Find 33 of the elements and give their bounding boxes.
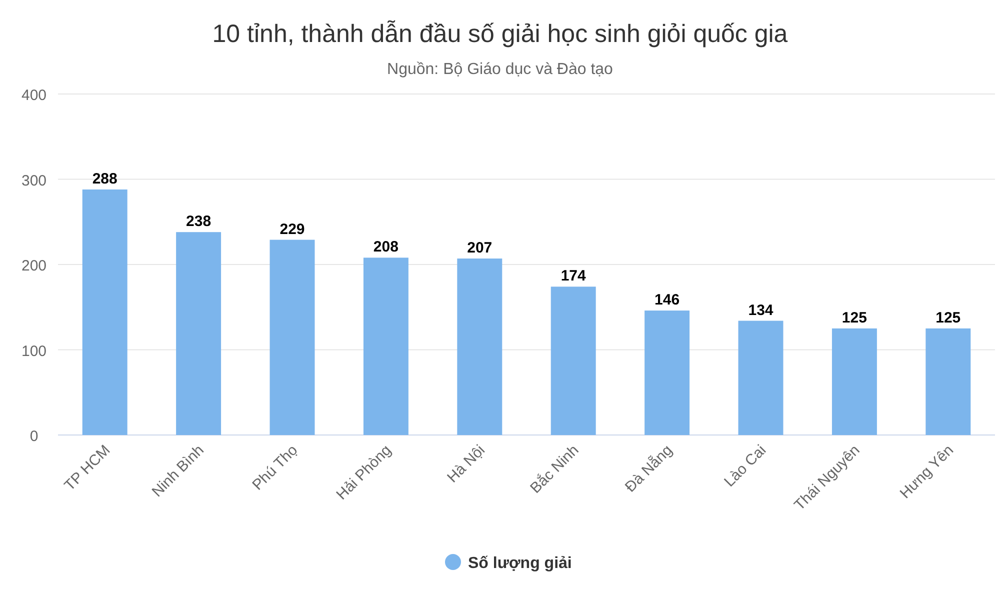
chart-subtitle: Nguồn: Bộ Giáo dục và Đào tạo (387, 61, 614, 78)
data-label: 238 (186, 213, 212, 230)
y-tick-label: 400 (21, 87, 47, 104)
y-tick-label: 200 (21, 258, 47, 274)
chart-title: 10 tỉnh, thành dẫn đầu số giải học sinh giỏi quốc gia (212, 20, 788, 48)
x-tick-label: Phú Thọ (249, 442, 302, 494)
data-label: 174 (560, 268, 587, 285)
legend-label: Số lượng giải (468, 555, 572, 572)
bar (82, 189, 128, 435)
x-tick-label: Ninh Bình (148, 442, 208, 500)
bar (926, 328, 971, 435)
x-tick-label: Hà Nội (444, 442, 488, 486)
x-tick-label: Bắc Ninh (526, 441, 582, 497)
bar (644, 310, 690, 435)
data-label: 229 (280, 220, 305, 238)
data-label: 288 (92, 170, 118, 188)
bar (832, 328, 877, 435)
bar (176, 232, 222, 435)
data-label: 134 (748, 302, 774, 319)
bar (457, 258, 502, 435)
data-label: 125 (936, 309, 961, 326)
data-label: 125 (842, 309, 867, 326)
bar (550, 286, 596, 435)
y-tick-label: 100 (21, 342, 47, 360)
data-label: 146 (654, 292, 680, 309)
bar (738, 320, 784, 435)
data-label: 208 (373, 238, 398, 256)
bar (363, 258, 408, 435)
x-tick-label: Lào Cai (721, 442, 770, 490)
y-tick-label: 300 (21, 172, 47, 190)
y-tick-label: 0 (30, 428, 38, 445)
data-label: 207 (467, 240, 492, 257)
bar (270, 240, 315, 435)
